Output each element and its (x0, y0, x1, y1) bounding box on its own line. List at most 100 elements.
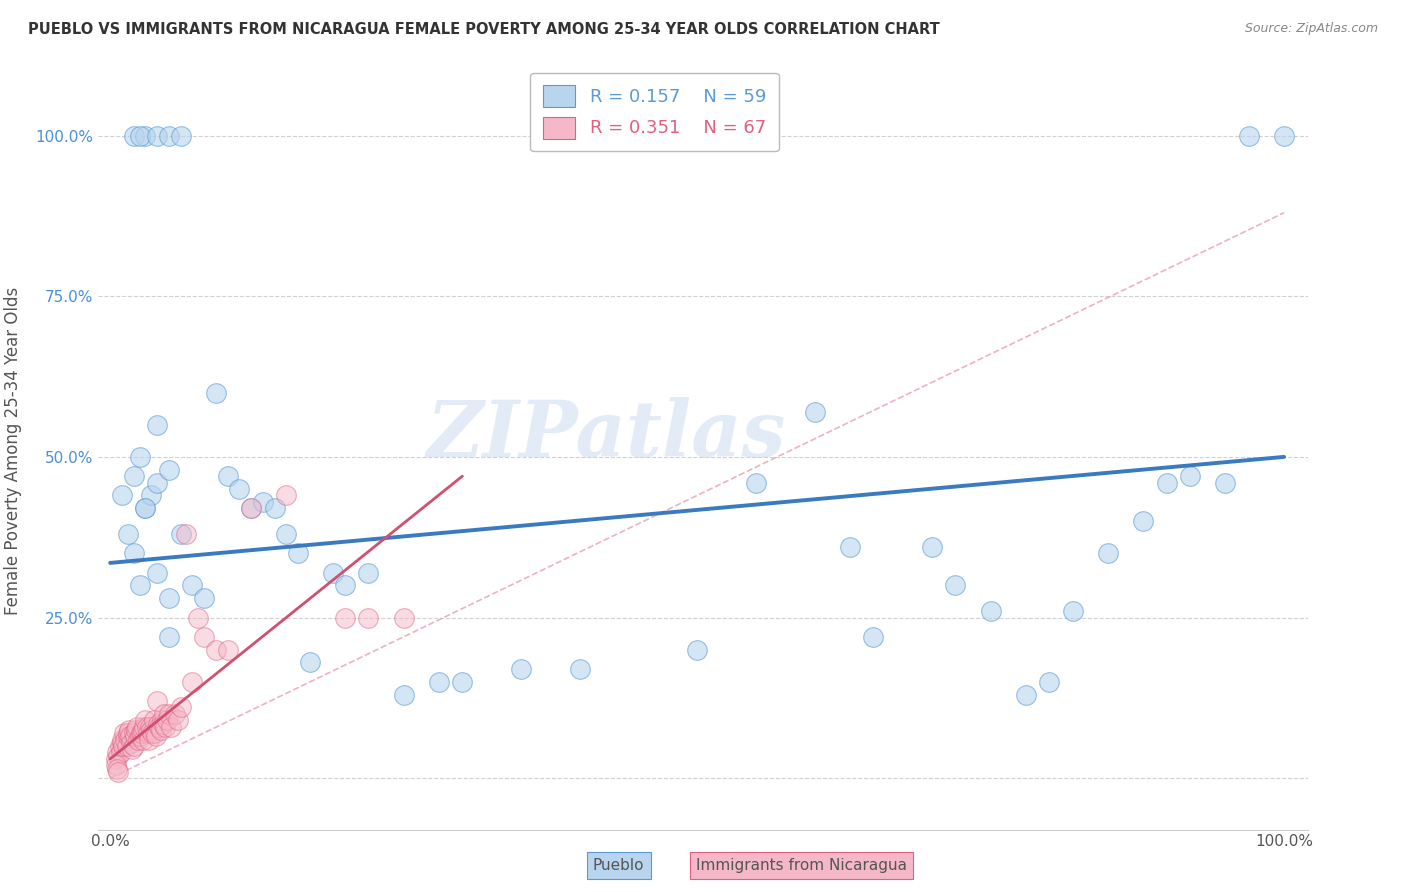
Point (145, 730, 167, 744)
Point (105, 746, 128, 760)
Point (112, 739, 135, 753)
Point (157, 591, 180, 606)
Point (117, 730, 139, 744)
Point (157, 706, 180, 721)
Point (193, 591, 215, 606)
Point (228, 482, 250, 496)
Point (127, 732, 149, 747)
Point (124, 730, 146, 744)
Point (745, 475, 768, 490)
Point (204, 642, 226, 657)
Point (128, 128, 150, 143)
Point (118, 723, 141, 737)
Point (141, 723, 163, 737)
Point (862, 630, 884, 644)
Point (129, 726, 152, 740)
Text: ZIPatlas: ZIPatlas (426, 397, 786, 474)
Point (141, 488, 163, 502)
Point (217, 469, 239, 483)
Point (107, 764, 129, 779)
Point (117, 726, 139, 740)
Point (128, 578, 150, 592)
Point (105, 752, 128, 766)
Point (1097, 546, 1119, 560)
Point (146, 694, 169, 708)
Point (945, 578, 967, 592)
Point (298, 656, 321, 670)
Point (155, 720, 177, 734)
Point (181, 578, 204, 592)
Point (322, 566, 344, 580)
Y-axis label: Female Poverty Among 25-34 Year Olds: Female Poverty Among 25-34 Year Olds (4, 286, 21, 615)
Point (134, 501, 156, 516)
Point (153, 706, 176, 721)
Point (217, 642, 239, 657)
Text: Source: ZipAtlas.com: Source: ZipAtlas.com (1244, 22, 1378, 36)
Point (111, 736, 134, 750)
Point (1237, 128, 1260, 143)
Point (1215, 475, 1237, 490)
Point (163, 706, 186, 721)
Point (1132, 514, 1154, 528)
Point (160, 720, 183, 734)
Text: Pueblo: Pueblo (593, 858, 644, 872)
Point (357, 566, 380, 580)
Point (142, 714, 165, 728)
Point (1180, 469, 1202, 483)
Point (107, 748, 129, 763)
Point (276, 488, 298, 502)
Point (980, 604, 1002, 618)
Point (148, 716, 170, 731)
Point (193, 630, 215, 644)
Point (686, 642, 709, 657)
Point (122, 546, 145, 560)
Point (510, 662, 533, 676)
Point (333, 578, 356, 592)
Point (1156, 475, 1178, 490)
Point (143, 726, 166, 740)
Point (122, 128, 145, 143)
Point (155, 714, 177, 728)
Point (134, 720, 156, 734)
Point (333, 610, 356, 624)
Point (111, 488, 134, 502)
Point (252, 495, 274, 509)
Point (134, 714, 156, 728)
Point (128, 730, 150, 744)
Point (240, 501, 263, 516)
Point (803, 405, 825, 419)
Point (122, 469, 145, 483)
Point (117, 527, 139, 541)
Legend: R = 0.157    N = 59, R = 0.351    N = 67: R = 0.157 N = 59, R = 0.351 N = 67 (530, 73, 779, 151)
Point (110, 746, 132, 760)
Point (105, 762, 128, 776)
Point (167, 714, 190, 728)
Point (181, 674, 204, 689)
Point (204, 385, 226, 400)
Point (128, 450, 150, 464)
Point (176, 527, 198, 541)
Point (152, 716, 174, 731)
Point (105, 758, 128, 772)
Point (135, 720, 157, 734)
Point (127, 720, 149, 734)
Point (138, 732, 160, 747)
Point (136, 726, 159, 740)
Point (921, 540, 943, 554)
Point (157, 463, 180, 477)
Point (131, 726, 153, 740)
Point (122, 726, 145, 740)
Point (1015, 688, 1038, 702)
Point (1038, 674, 1060, 689)
Point (115, 739, 138, 753)
Point (121, 742, 143, 756)
Point (149, 723, 172, 737)
Point (392, 610, 415, 624)
Point (141, 726, 163, 740)
Point (1272, 128, 1295, 143)
Point (120, 736, 142, 750)
Point (568, 662, 591, 676)
Point (112, 726, 135, 740)
Point (134, 501, 156, 516)
Point (169, 527, 191, 541)
